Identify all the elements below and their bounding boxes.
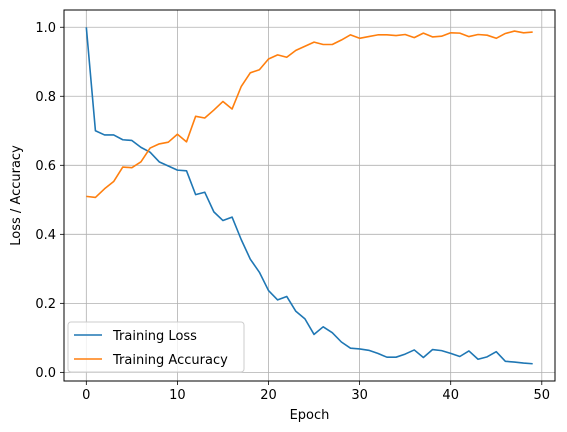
x-tick-label: 20 (260, 388, 277, 403)
x-axis-label: Epoch (290, 408, 330, 423)
y-tick-label: 0.8 (35, 90, 56, 105)
x-tick-label: 40 (442, 388, 459, 403)
y-tick-label: 0.4 (35, 228, 56, 243)
x-tick-label: 30 (351, 388, 368, 403)
y-tick-label: 0.6 (35, 159, 56, 174)
legend: Training Loss Training Accuracy (67, 321, 245, 373)
axis-ticks: 0 10 20 30 40 50 0.0 0.2 0.4 0.6 0.8 1.0 (35, 21, 550, 403)
x-tick-label: 10 (169, 388, 186, 403)
legend-box (67, 321, 245, 373)
y-tick-label: 1.0 (35, 21, 56, 36)
x-tick-label: 0 (82, 388, 90, 403)
series-line-training-accuracy (86, 30, 533, 199)
plot-frame (63, 9, 556, 382)
grid (64, 10, 555, 381)
y-tick-label: 0.0 (35, 366, 56, 381)
data-lines (85, 27, 533, 365)
legend-label-training-loss: Training Loss (112, 329, 197, 344)
y-axis-label: Loss / Accuracy (9, 145, 24, 246)
y-tick-label: 0.2 (35, 297, 56, 312)
x-tick-label: 50 (534, 388, 551, 403)
legend-label-training-accuracy: Training Accuracy (112, 353, 228, 368)
series-line-training-loss (85, 27, 533, 365)
